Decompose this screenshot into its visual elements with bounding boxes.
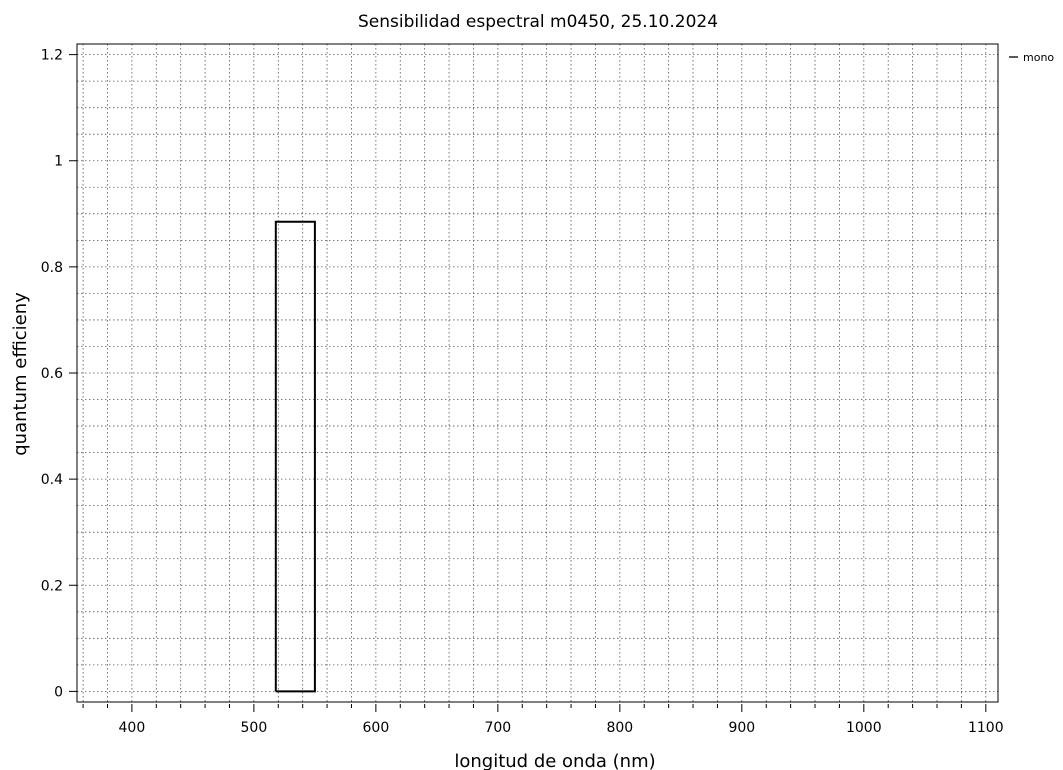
- y-tick-label: 0.6: [41, 366, 63, 382]
- y-tick-label: 0.8: [41, 260, 63, 276]
- y-tick-label: 0.2: [41, 578, 63, 594]
- y-axis-title: quantum efficieny: [10, 292, 31, 456]
- y-tick-label: 1: [54, 154, 63, 170]
- grid: [77, 44, 998, 702]
- series-line-mono: [274, 220, 316, 693]
- x-tick-label: 1000: [846, 720, 882, 736]
- x-tick-label: 500: [241, 720, 268, 736]
- legend: mono: [1009, 51, 1054, 64]
- x-tick-label: 1100: [968, 720, 1004, 736]
- y-tick-label: 0.4: [41, 472, 63, 488]
- x-tick-label: 800: [606, 720, 633, 736]
- x-tick-label: 400: [119, 720, 146, 736]
- y-tick-label: 0: [54, 684, 63, 700]
- series-group: [274, 220, 316, 693]
- axis-ticks: [69, 54, 987, 712]
- x-tick-label: 600: [363, 720, 390, 736]
- x-tick-label: 700: [484, 720, 511, 736]
- chart-title: Sensibilidad espectral m0450, 25.10.2024: [358, 12, 718, 32]
- legend-label-mono: mono: [1023, 51, 1054, 64]
- x-axis-title: longitud de onda (nm): [454, 751, 655, 770]
- y-tick-labels: 0 0.2 0.4 0.6 0.8 1 1.2: [41, 48, 63, 701]
- x-tick-label: 900: [728, 720, 755, 736]
- x-tick-labels: 400 500 600 700 800 900 1000 1100: [119, 720, 1004, 736]
- y-tick-label: 1.2: [41, 48, 63, 64]
